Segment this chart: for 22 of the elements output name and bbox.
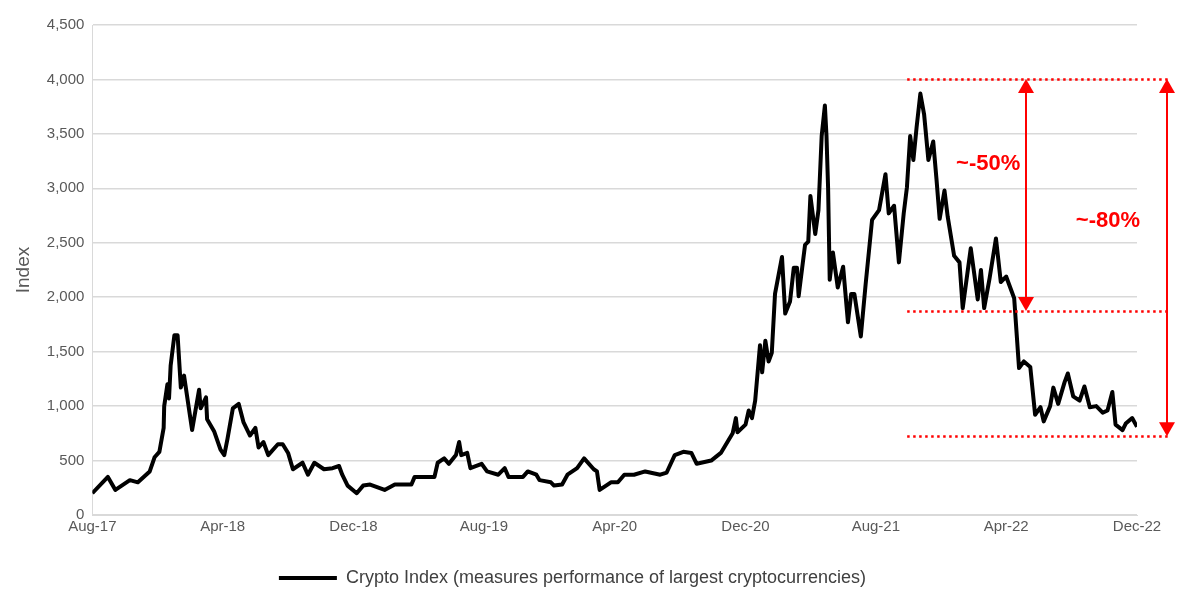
y-tick-label: 500 xyxy=(59,450,85,468)
y-tick-label: 4,000 xyxy=(46,69,85,87)
x-tick-label: Aug-21 xyxy=(851,517,901,535)
x-tick-label: Dec-20 xyxy=(721,517,770,535)
annotation: ~-50% xyxy=(956,149,1021,175)
y-tick-label: 0 xyxy=(75,505,85,523)
y-tick-label: 2,000 xyxy=(46,287,85,305)
legend-label: Crypto Index (measures performance of largest cryptocurrencies) xyxy=(345,566,867,587)
x-tick-label: Aug-19 xyxy=(459,517,508,535)
annotation: ~-80% xyxy=(1075,206,1140,232)
x-tick-label: Apr-18 xyxy=(200,517,246,535)
x-tick-label: Apr-20 xyxy=(592,517,638,535)
y-tick-label: 1,000 xyxy=(46,396,85,414)
y-tick-label: 3,500 xyxy=(46,124,85,142)
y-tick-label: 3,000 xyxy=(46,178,85,196)
x-tick-label: Dec-18 xyxy=(329,517,378,535)
y-axis-title: Index xyxy=(11,246,33,294)
y-tick-label: 4,500 xyxy=(46,15,85,33)
x-tick-label: Dec-22 xyxy=(1112,517,1162,535)
x-tick-label: Apr-22 xyxy=(983,517,1029,535)
y-tick-label: 2,500 xyxy=(46,232,85,250)
y-tick-label: 1,500 xyxy=(46,341,85,359)
